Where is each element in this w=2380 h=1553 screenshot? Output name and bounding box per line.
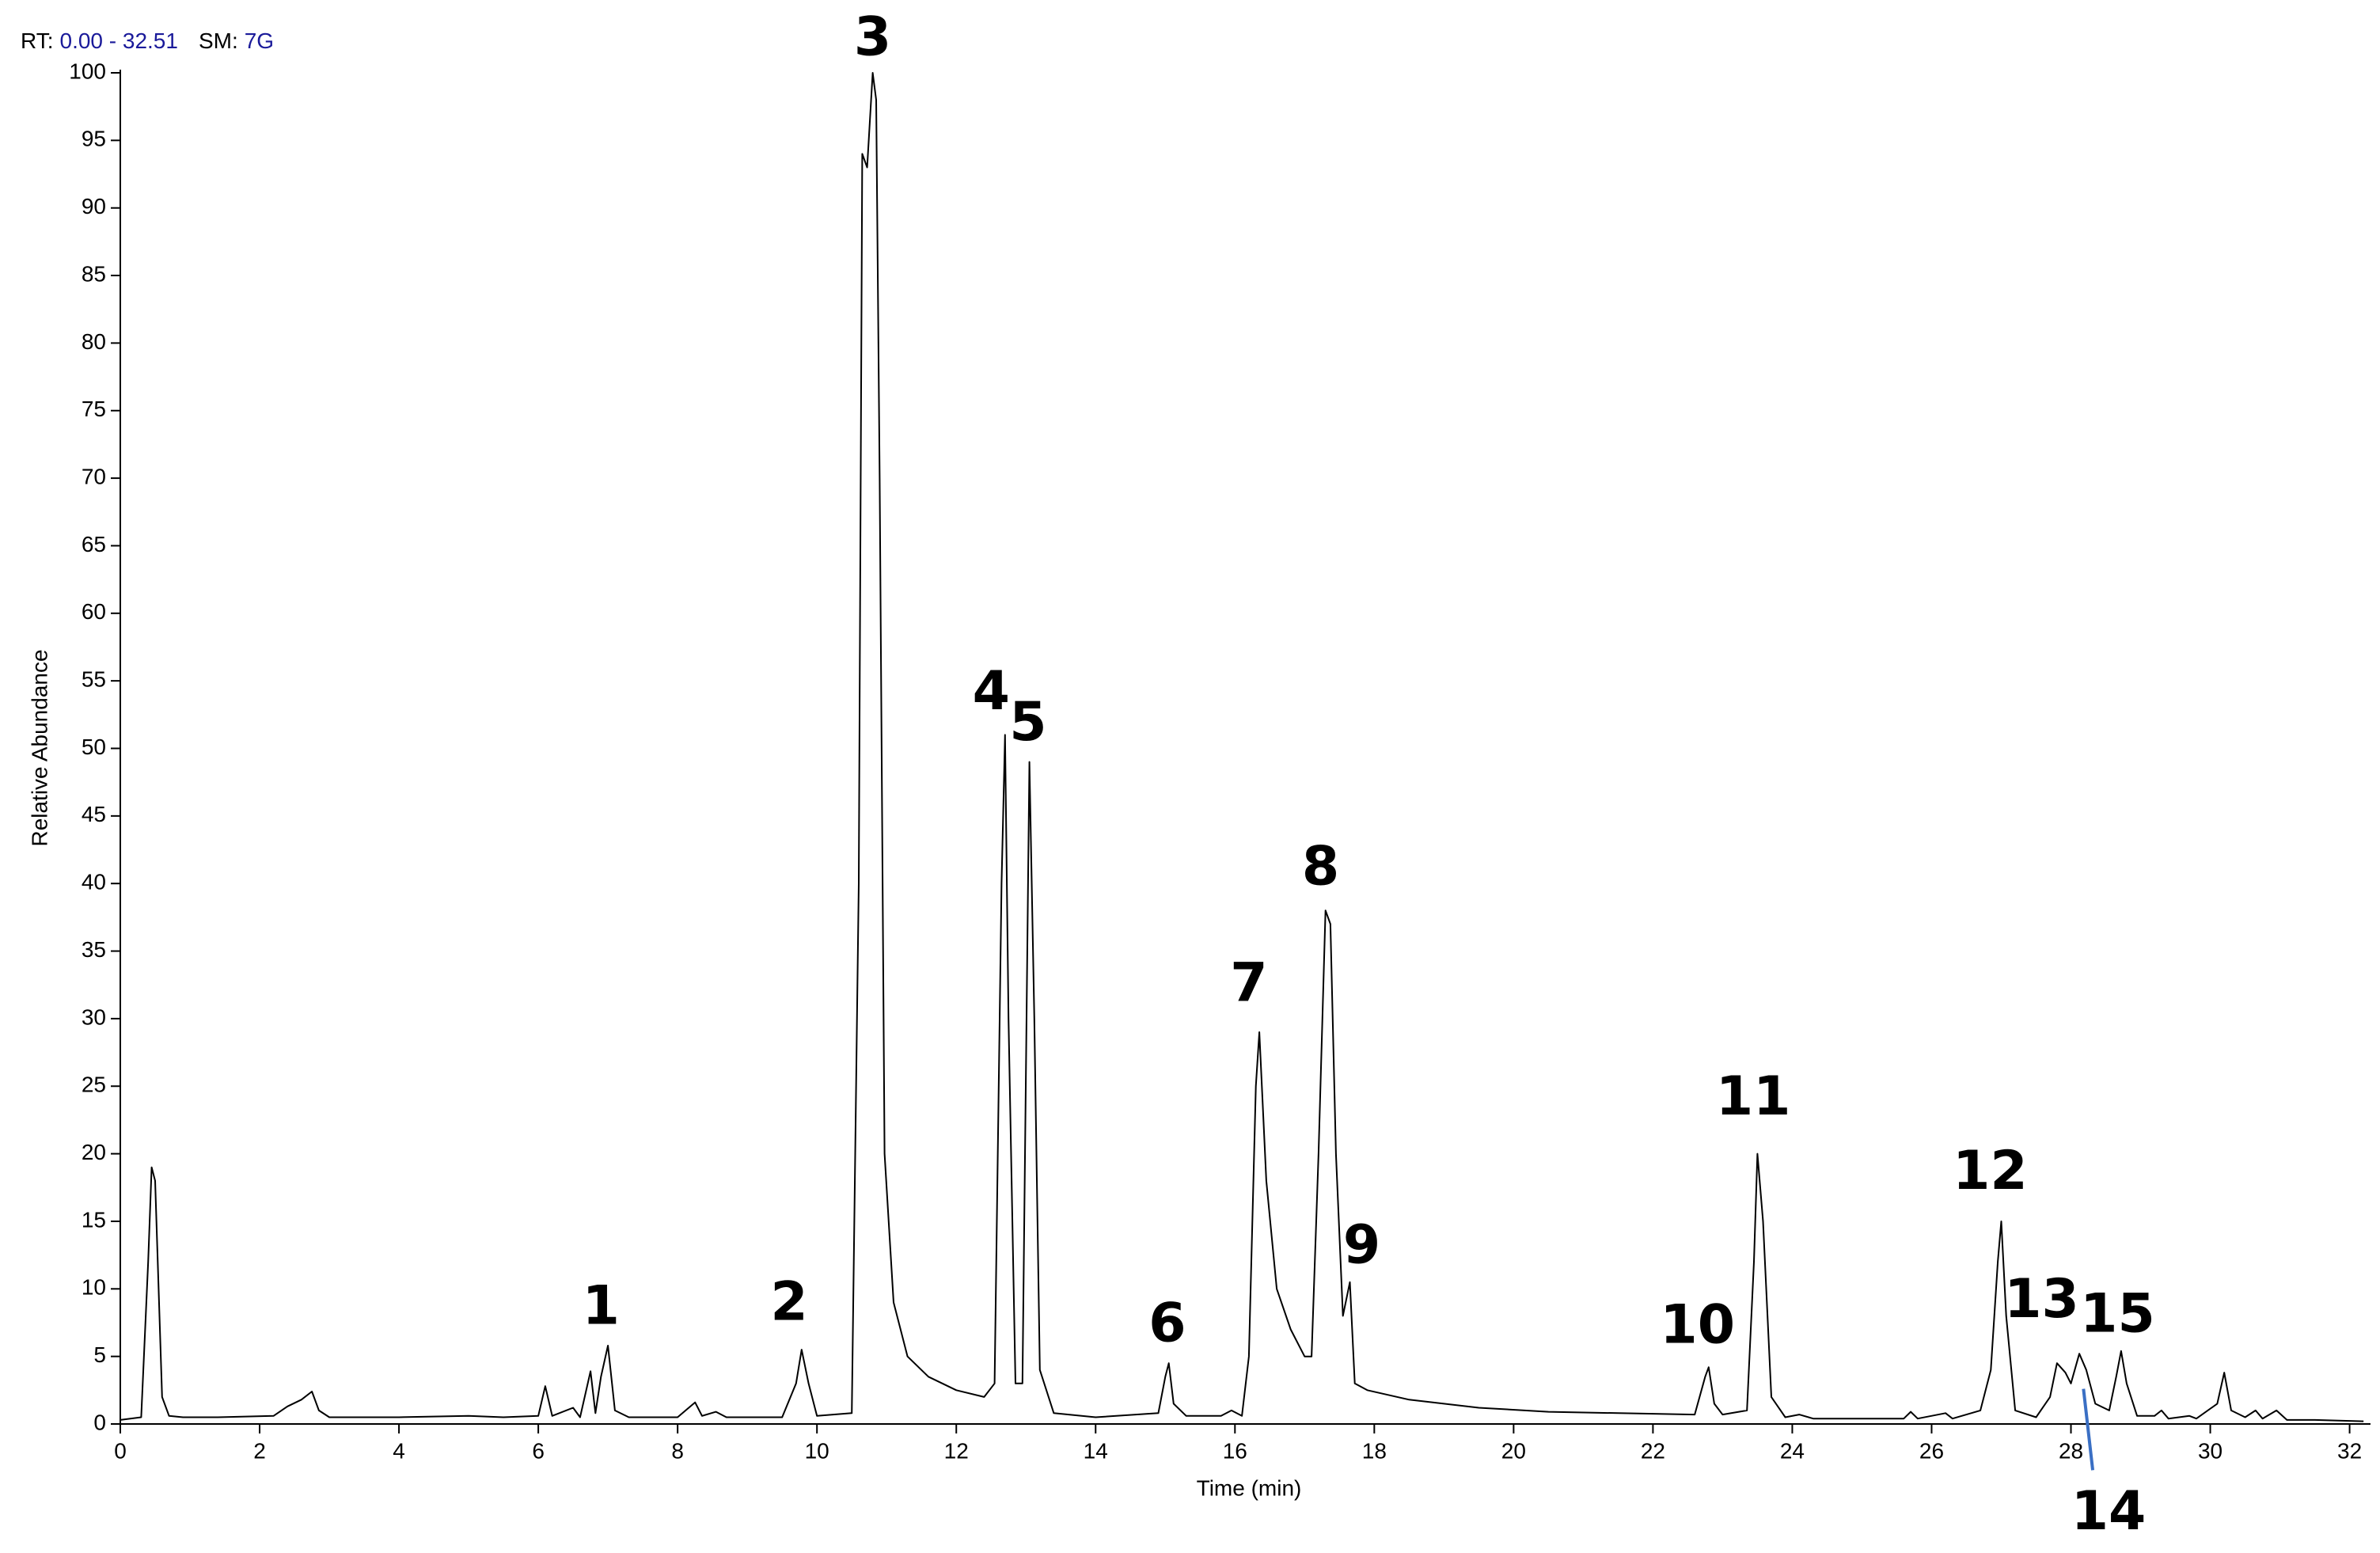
peak-label: 10 — [1660, 1293, 1735, 1356]
x-tick-label: 2 — [253, 1438, 266, 1463]
sm-label: SM: — [199, 28, 238, 53]
y-axis-title: Relative Abundance — [27, 649, 51, 846]
x-tick-label: 32 — [2337, 1438, 2362, 1463]
peak-label: 15 — [2080, 1283, 2155, 1346]
rt-label: RT: — [21, 28, 54, 53]
sm-value: 7G — [245, 28, 274, 53]
header: RT: 0.00 - 32.51 SM: 7G — [21, 28, 274, 53]
y-tick-label: 5 — [93, 1342, 106, 1367]
y-tick-label: 10 — [82, 1275, 106, 1300]
x-tick-label: 4 — [393, 1438, 405, 1463]
y-tick-label: 0 — [93, 1410, 106, 1434]
x-tick-label: 6 — [532, 1438, 545, 1463]
peak-label: 4 — [973, 660, 1010, 723]
y-tick-label: 100 — [69, 59, 106, 83]
peak-label: 2 — [770, 1270, 807, 1333]
x-tick-label: 16 — [1223, 1438, 1247, 1463]
x-tick-label: 0 — [114, 1438, 127, 1463]
x-tick-label: 8 — [671, 1438, 684, 1463]
peak-label: 11 — [1716, 1065, 1791, 1128]
y-tick-label: 80 — [82, 329, 106, 354]
y-tick-label: 70 — [82, 464, 106, 488]
y-tick-label: 85 — [82, 261, 106, 286]
x-tick-label: 10 — [805, 1438, 829, 1463]
y-tick-label: 65 — [82, 532, 106, 556]
y-tick-label: 25 — [82, 1073, 106, 1097]
y-tick-label: 45 — [82, 802, 106, 826]
y-tick-label: 60 — [82, 599, 106, 624]
y-tick-label: 75 — [82, 397, 106, 421]
peak-label: 5 — [1009, 691, 1046, 754]
y-tick-label: 35 — [82, 937, 106, 962]
x-tick-label: 14 — [1084, 1438, 1108, 1463]
peak-label: 7 — [1230, 951, 1267, 1014]
trace — [120, 72, 2364, 1422]
x-tick-label: 26 — [1919, 1438, 1944, 1463]
peak-label: 6 — [1148, 1293, 1186, 1355]
peak-label: 14 — [2071, 1480, 2147, 1543]
x-tick-label: 30 — [2198, 1438, 2222, 1463]
x-axis-title: Time (min) — [1197, 1475, 1302, 1500]
y-tick-label: 20 — [82, 1140, 106, 1164]
y-tick-label: 55 — [82, 667, 106, 692]
y-tick-label: 30 — [82, 1004, 106, 1029]
peak-label: 9 — [1343, 1214, 1380, 1277]
y-tick-label: 40 — [82, 870, 106, 894]
x-tick-label: 28 — [2059, 1438, 2083, 1463]
x-tick-label: 20 — [1501, 1438, 1526, 1463]
peak-label: 3 — [854, 6, 891, 69]
rt-range: 0.00 - 32.51 — [60, 28, 178, 53]
x-tick-label: 22 — [1641, 1438, 1665, 1463]
y-tick-label: 50 — [82, 735, 106, 759]
leader-line — [2082, 1388, 2095, 1471]
peak-label: 12 — [1953, 1140, 2028, 1202]
y-tick-label: 15 — [82, 1207, 106, 1232]
peak-label: 8 — [1302, 836, 1339, 898]
peak-label: 13 — [2004, 1268, 2079, 1331]
y-tick-label: 95 — [82, 127, 106, 151]
x-tick-label: 12 — [944, 1438, 969, 1463]
x-tick-label: 18 — [1362, 1438, 1387, 1463]
x-tick-label: 24 — [1780, 1438, 1805, 1463]
peak-label: 1 — [583, 1274, 620, 1337]
y-tick-label: 90 — [82, 194, 106, 218]
